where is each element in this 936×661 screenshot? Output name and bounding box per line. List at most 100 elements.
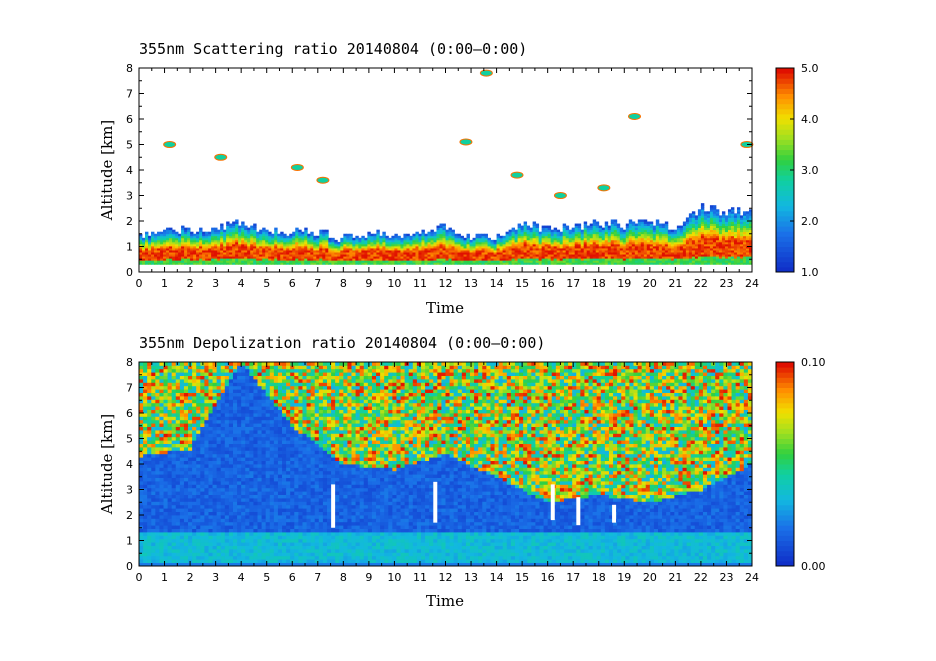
heat-cell xyxy=(192,382,197,387)
heat-cell xyxy=(664,256,669,259)
heat-cell xyxy=(175,396,181,400)
heat-cell xyxy=(301,245,305,249)
heat-cell xyxy=(184,250,188,253)
heat-cell xyxy=(682,239,687,243)
heat-cell xyxy=(187,250,191,253)
heat-cell xyxy=(505,250,510,253)
colorbar-segment xyxy=(776,124,794,130)
heat-cell xyxy=(250,258,254,261)
heat-cell xyxy=(265,262,269,265)
heat-cell xyxy=(190,252,194,255)
heat-cell xyxy=(685,229,690,233)
heat-cell xyxy=(212,375,218,380)
heat-cell xyxy=(310,245,314,249)
heat-cell xyxy=(244,233,248,237)
heat-cell xyxy=(212,416,218,421)
heat-cell xyxy=(439,245,443,249)
heat-cell xyxy=(271,260,275,263)
heat-cell xyxy=(220,235,224,239)
heat-cell xyxy=(192,484,197,489)
heat-cell xyxy=(298,229,302,233)
heat-cell xyxy=(466,250,470,253)
heat-cell xyxy=(313,256,317,259)
heat-cell xyxy=(433,245,437,249)
heat-cell xyxy=(160,250,164,253)
heat-cell xyxy=(556,254,561,257)
heat-cell xyxy=(364,237,368,241)
heat-cell xyxy=(706,239,711,243)
heat-cell xyxy=(544,254,549,257)
cloud-patch xyxy=(510,171,524,179)
heat-cell xyxy=(155,385,160,390)
heat-cell xyxy=(151,487,156,492)
heat-cell xyxy=(640,221,645,224)
heat-cell xyxy=(160,252,164,255)
heat-cell xyxy=(142,239,146,243)
heat-cell xyxy=(508,235,513,239)
heat-cell xyxy=(661,235,666,239)
heat-cell xyxy=(535,252,540,255)
heat-cell xyxy=(247,245,251,249)
heat-cell xyxy=(163,528,169,533)
heat-cell xyxy=(724,223,729,226)
heat-cell xyxy=(159,365,164,370)
heat-cell xyxy=(200,409,205,414)
heat-cell xyxy=(640,258,645,261)
heat-cell xyxy=(179,532,185,536)
heat-cell xyxy=(715,213,720,216)
heat-cell xyxy=(175,535,181,540)
heat-cell xyxy=(511,243,516,247)
heat-cell xyxy=(526,239,531,243)
heat-cell xyxy=(208,453,213,458)
heat-cell xyxy=(151,562,156,567)
heat-cell xyxy=(412,256,416,259)
heat-cell xyxy=(391,262,395,265)
heat-cell xyxy=(622,237,627,241)
heat-cell xyxy=(526,252,531,255)
x-tick-label: 2 xyxy=(187,277,194,290)
heat-cell xyxy=(256,254,260,257)
heat-cell xyxy=(151,368,156,373)
heat-cell xyxy=(155,559,160,563)
heat-cell xyxy=(183,535,189,540)
heat-cell xyxy=(574,231,579,235)
heat-cell xyxy=(589,262,594,265)
heat-cell xyxy=(241,227,245,231)
heat-cell xyxy=(183,436,189,441)
heat-cell xyxy=(204,460,209,465)
heat-cell xyxy=(171,460,177,465)
heat-cell xyxy=(208,440,213,444)
heat-cell xyxy=(325,233,329,237)
heat-cell xyxy=(200,491,205,495)
heat-cell xyxy=(580,243,585,247)
heat-cell xyxy=(208,262,212,265)
heat-cell xyxy=(192,419,197,424)
heat-cell xyxy=(159,443,164,448)
heat-cell xyxy=(183,402,189,407)
heat-cell xyxy=(475,260,479,263)
heat-cell xyxy=(343,243,347,247)
heat-cell xyxy=(709,262,714,265)
heat-cell xyxy=(147,389,152,393)
heat-cell xyxy=(147,474,152,478)
heat-cell xyxy=(700,221,705,224)
y-tick-label: 7 xyxy=(126,88,133,101)
heat-cell xyxy=(439,256,443,259)
heat-cell xyxy=(457,256,461,259)
heat-cell xyxy=(200,521,205,526)
heat-cell xyxy=(205,243,209,247)
heat-cell xyxy=(262,256,266,259)
heat-cell xyxy=(460,248,464,251)
heat-cell xyxy=(143,498,148,502)
heat-cell xyxy=(706,256,711,259)
heat-cell xyxy=(265,254,269,257)
heat-cell xyxy=(604,237,609,241)
heat-cell xyxy=(212,389,218,393)
heat-cell xyxy=(727,215,732,218)
heat-cell xyxy=(598,239,603,243)
heat-cell xyxy=(200,515,205,519)
heat-cell xyxy=(646,260,651,263)
heat-cell xyxy=(151,460,156,465)
heat-cell xyxy=(616,243,621,247)
heat-cell xyxy=(454,237,458,241)
